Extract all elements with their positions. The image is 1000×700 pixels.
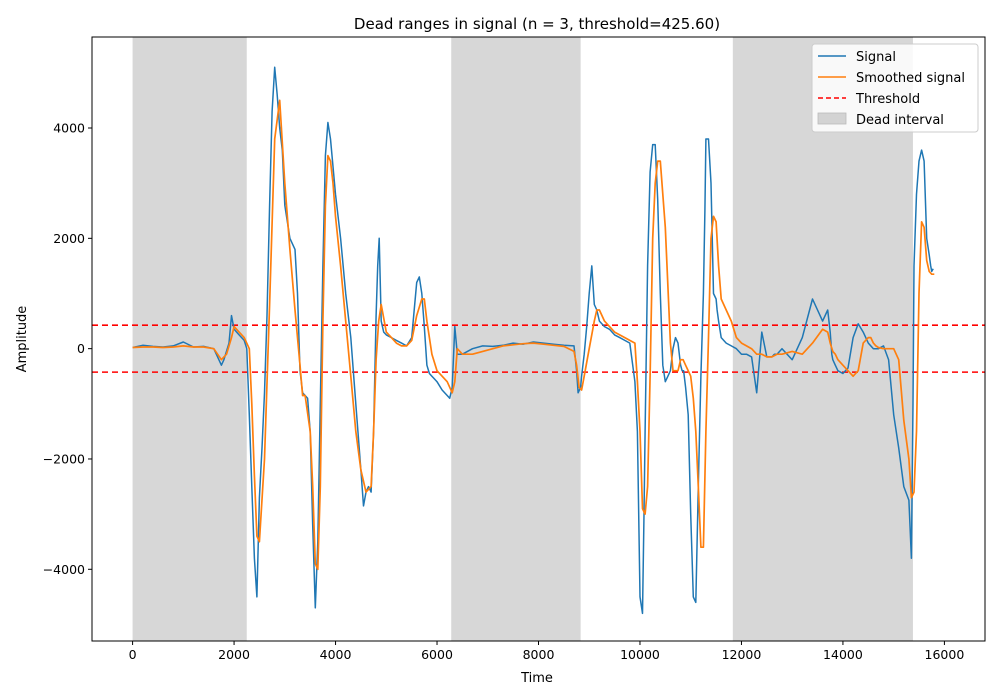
smoothed-signal-line <box>132 99 935 571</box>
legend-dead-swatch <box>817 112 847 125</box>
legend-threshold-label: Threshold <box>855 92 920 107</box>
x-tick-label: 0 <box>129 647 137 662</box>
x-axis: 0 2000 4000 6000 8000 10000 12000 14000 16000 <box>129 641 965 662</box>
y-tick-label: 0 <box>77 341 85 356</box>
x-tick-label: 2000 <box>218 647 250 662</box>
x-tick-label: 10000 <box>620 647 660 662</box>
legend-frame <box>811 43 979 133</box>
x-axis-label: Time <box>520 671 553 686</box>
y-tick-label: −4000 <box>43 562 85 577</box>
y-axis: −4000 −2000 0 2000 4000 <box>43 121 92 577</box>
legend-signal-label: Signal <box>856 50 896 65</box>
dead-interval-1 <box>132 37 247 641</box>
x-tick-label: 6000 <box>421 647 453 662</box>
x-tick-label: 16000 <box>925 647 965 662</box>
y-tick-label: −2000 <box>43 451 85 466</box>
threshold-lines <box>92 324 985 373</box>
y-tick-label: 4000 <box>53 121 85 136</box>
x-tick-label: 12000 <box>722 647 762 662</box>
dead-intervals <box>132 37 913 641</box>
x-tick-label: 4000 <box>320 647 352 662</box>
y-tick-label: 2000 <box>53 231 85 246</box>
legend-smoothed-label: Smoothed signal <box>856 71 965 86</box>
dead-interval-2 <box>451 37 581 641</box>
signal-line <box>132 66 934 615</box>
y-axis-label: Amplitude <box>15 306 30 373</box>
legend: Signal Smoothed signal Threshold Dead in… <box>811 43 979 133</box>
x-tick-label: 8000 <box>523 647 555 662</box>
legend-dead-label: Dead interval <box>856 113 944 128</box>
chart-title: Dead ranges in signal (n = 3, threshold=… <box>354 15 720 33</box>
series <box>132 66 935 615</box>
x-tick-label: 14000 <box>823 647 863 662</box>
